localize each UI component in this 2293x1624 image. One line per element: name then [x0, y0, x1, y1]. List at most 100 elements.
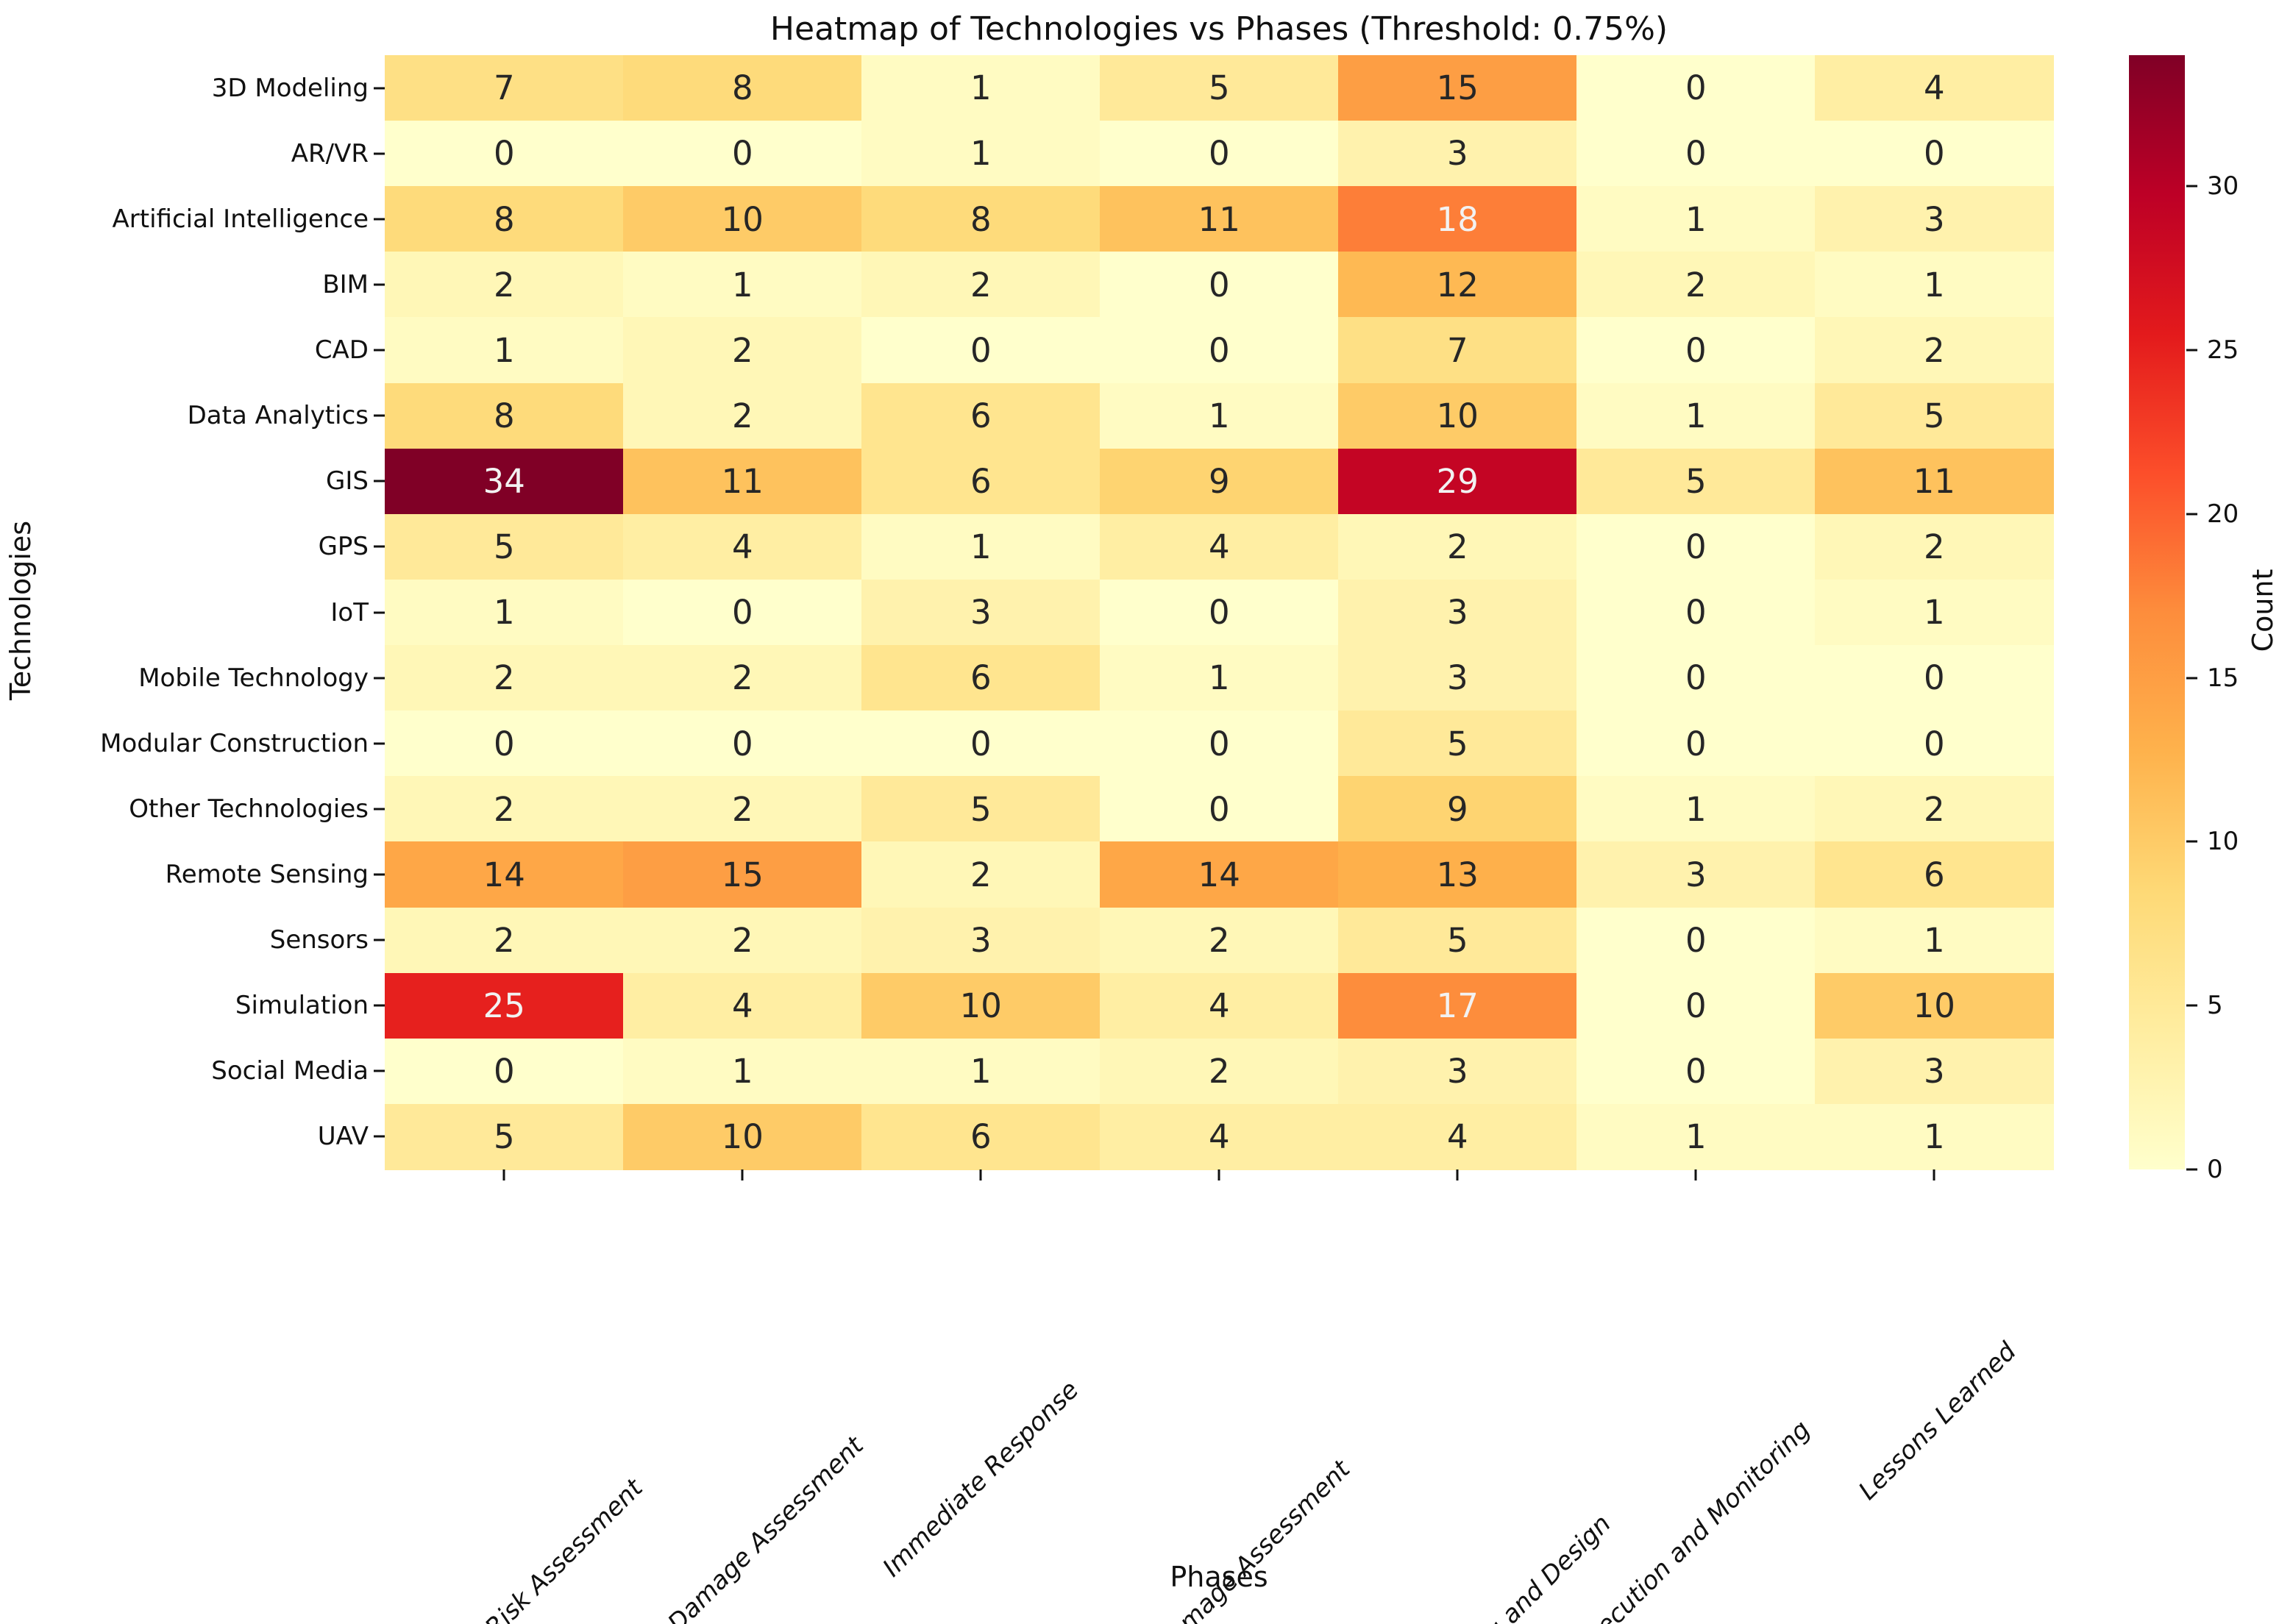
- heatmap-cell: 2: [623, 645, 862, 711]
- y-axis-label: Technologies: [4, 520, 37, 701]
- heatmap-cell: 1: [1815, 907, 2054, 974]
- heatmap-cell: 3: [861, 907, 1101, 974]
- colorbar-tick-mark: [2186, 1168, 2197, 1171]
- heatmap-cell: 4: [1338, 1103, 1577, 1170]
- heatmap-cell: 6: [861, 1103, 1101, 1170]
- heatmap-cell: 5: [385, 513, 624, 580]
- x-tick-mark: [979, 1169, 982, 1180]
- heatmap-cell: 0: [1815, 645, 2054, 711]
- chart-title: Heatmap of Technologies vs Phases (Thres…: [769, 10, 1668, 48]
- heatmap-cell: 0: [1576, 121, 1816, 187]
- heatmap-cell: 3: [1576, 841, 1816, 908]
- heatmap-cell: 0: [861, 317, 1101, 384]
- heatmap-cell: 1: [1100, 645, 1339, 711]
- heatmap-cell: 11: [623, 448, 862, 515]
- y-tick-mark: [374, 742, 385, 745]
- heatmap-cell: 13: [1338, 841, 1577, 908]
- heatmap-cell: 10: [623, 1103, 862, 1170]
- heatmap-cell: 1: [1815, 1103, 2054, 1170]
- heatmap-cell: 0: [623, 579, 862, 646]
- heatmap-cell: 17: [1338, 972, 1577, 1039]
- y-tick-label: IoT: [330, 597, 369, 627]
- x-tick-label: Detailed Damage Assessment: [1069, 1454, 1357, 1624]
- heatmap-cell: 5: [1815, 382, 2054, 449]
- heatmap-cell: 8: [385, 382, 624, 449]
- colorbar-tick-label: 25: [2207, 335, 2239, 366]
- heatmap-cell: 7: [1338, 317, 1577, 384]
- heatmap-cell: 2: [385, 776, 624, 842]
- heatmap-cell: 9: [1100, 448, 1339, 515]
- y-tick-label: GIS: [326, 466, 369, 496]
- x-tick-mark: [1217, 1169, 1220, 1180]
- x-tick-label: Vulnerability & Risk Assessment: [343, 1473, 649, 1624]
- heatmap-cell: 3: [1815, 186, 2054, 252]
- heatmap-cell: 3: [1338, 579, 1577, 646]
- heatmap-cell: 14: [1100, 841, 1339, 908]
- colorbar-tick-mark: [2186, 349, 2197, 352]
- heatmap-cell: 10: [861, 972, 1101, 1039]
- y-tick-label: Sensors: [269, 925, 369, 955]
- heatmap-cell: 0: [1100, 579, 1339, 646]
- heatmap-cell: 0: [1576, 710, 1816, 777]
- heatmap-cell: 0: [1100, 776, 1339, 842]
- heatmap-cell: 3: [1815, 1038, 2054, 1105]
- y-tick-mark: [374, 939, 385, 941]
- heatmap-cell: 0: [1100, 317, 1339, 384]
- y-tick-mark: [374, 873, 385, 876]
- heatmap-cell: 4: [1100, 1103, 1339, 1170]
- heatmap-cell: 5: [861, 776, 1101, 842]
- heatmap-cell: 1: [1815, 252, 2054, 318]
- heatmap-cell: 7: [385, 55, 624, 121]
- heatmap-cell: 10: [1338, 382, 1577, 449]
- heatmap-cell: 5: [1338, 710, 1577, 777]
- y-tick-label: Simulation: [235, 991, 369, 1021]
- heatmap-cell: 3: [1338, 121, 1577, 187]
- colorbar-tick-mark: [2186, 677, 2197, 680]
- heatmap-cell: 0: [1576, 579, 1816, 646]
- colorbar-tick-label: 30: [2207, 171, 2239, 202]
- heatmap-cell: 1: [623, 1038, 862, 1105]
- x-tick-mark: [1933, 1169, 1935, 1180]
- heatmap-cell: 1: [861, 513, 1101, 580]
- colorbar-tick-label: 15: [2207, 663, 2239, 693]
- heatmap-cell: 0: [1815, 710, 2054, 777]
- y-tick-label: Other Technologies: [129, 794, 369, 824]
- heatmap-cell: 2: [623, 382, 862, 449]
- heatmap-cell: 2: [1100, 907, 1339, 974]
- heatmap-cell: 15: [623, 841, 862, 908]
- y-tick-label: Social Media: [211, 1056, 369, 1086]
- heatmap-cell: 1: [861, 1038, 1101, 1105]
- heatmap-cell: 0: [1100, 252, 1339, 318]
- y-tick-mark: [374, 87, 385, 90]
- heatmap-cell: 10: [1815, 972, 2054, 1039]
- heatmap-cell: 6: [861, 645, 1101, 711]
- heatmap-cell: 2: [1576, 252, 1816, 318]
- y-tick-label: Mobile Technology: [138, 663, 369, 693]
- colorbar-label: Count: [2247, 569, 2279, 652]
- y-tick-mark: [374, 611, 385, 613]
- heatmap-cell: 5: [385, 1103, 624, 1170]
- heatmap-cell: 8: [623, 55, 862, 121]
- heatmap-cell: 0: [1576, 513, 1816, 580]
- heatmap-cell: 6: [861, 448, 1101, 515]
- colorbar-tick-label: 10: [2207, 827, 2239, 857]
- y-tick-mark: [374, 152, 385, 155]
- heatmap-cell: 1: [1576, 186, 1816, 252]
- heatmap-cell: 2: [861, 252, 1101, 318]
- colorbar-tick-mark: [2186, 513, 2197, 516]
- x-tick-mark: [1456, 1169, 1459, 1180]
- heatmap-cell: 4: [1100, 972, 1339, 1039]
- heatmap-cell: 2: [1100, 1038, 1339, 1105]
- heatmap-cell: 11: [1815, 448, 2054, 515]
- heatmap-cell: 25: [385, 972, 624, 1039]
- colorbar-tick-mark: [2186, 185, 2197, 188]
- heatmap-cell: 0: [1576, 972, 1816, 1039]
- heatmap-cell: 5: [1576, 448, 1816, 515]
- heatmap-cell: 18: [1338, 186, 1577, 252]
- heatmap-cell: 2: [385, 252, 624, 318]
- heatmap-cell: 2: [623, 317, 862, 384]
- heatmap-cell: 1: [861, 121, 1101, 187]
- y-tick-label: Data Analytics: [187, 401, 369, 431]
- heatmap-cell: 4: [1815, 55, 2054, 121]
- x-axis-label: Phases: [1170, 1561, 1268, 1593]
